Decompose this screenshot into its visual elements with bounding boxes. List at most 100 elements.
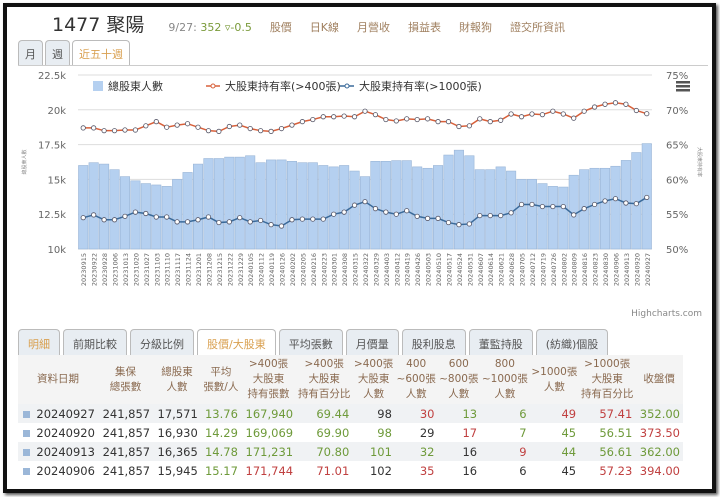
- bar-20231229[interactable]: [234, 156, 245, 250]
- point-20230915[interactable]: [80, 215, 86, 221]
- bar-20231006[interactable]: [109, 169, 120, 250]
- bar-20240524[interactable]: [453, 149, 464, 250]
- detail-tab-0[interactable]: 明細: [18, 329, 60, 355]
- point-20240216[interactable]: [310, 216, 316, 222]
- point-20240503[interactable]: [425, 116, 431, 122]
- point-20231229[interactable]: [237, 215, 243, 221]
- point-20240705[interactable]: [518, 114, 525, 120]
- point-20240906[interactable]: [612, 100, 619, 106]
- detail-tab-6[interactable]: 股利股息: [401, 329, 466, 355]
- tab-fifty-weeks[interactable]: 近五十週: [72, 40, 130, 65]
- point-20240802[interactable]: [560, 111, 566, 117]
- point-20240329[interactable]: [372, 206, 379, 212]
- bar-20240419[interactable]: [401, 160, 412, 250]
- point-20231027[interactable]: [143, 123, 149, 129]
- point-20240419[interactable]: [404, 208, 410, 214]
- tab-week[interactable]: 週: [45, 40, 70, 65]
- bar-20240726[interactable]: [547, 186, 558, 250]
- point-20240315[interactable]: [351, 202, 358, 208]
- point-20240524[interactable]: [456, 222, 462, 228]
- point-20240301[interactable]: [331, 114, 337, 120]
- point-20240308[interactable]: [341, 209, 347, 215]
- point-20240816[interactable]: [581, 108, 587, 114]
- point-20231006[interactable]: [111, 128, 118, 134]
- bar-20240607[interactable]: [474, 169, 485, 250]
- point-20240403[interactable]: [383, 209, 389, 215]
- point-20240119[interactable]: [268, 128, 274, 134]
- bar-20240202[interactable]: [286, 161, 297, 250]
- point-20240628[interactable]: [508, 210, 514, 216]
- bar-20240119[interactable]: [266, 159, 277, 250]
- bar-20240823[interactable]: [589, 167, 600, 250]
- point-20230915[interactable]: [80, 125, 86, 131]
- link-daily-k[interactable]: 日K線: [309, 21, 340, 34]
- point-20231222[interactable]: [226, 219, 232, 225]
- bar-20240712[interactable]: [526, 179, 538, 250]
- bar-20240705[interactable]: [516, 179, 527, 250]
- bar-20240621[interactable]: [495, 166, 506, 250]
- point-20240223[interactable]: [320, 216, 326, 222]
- point-20240830[interactable]: [602, 101, 608, 107]
- point-20231201[interactable]: [195, 217, 201, 223]
- point-20240531[interactable]: [466, 221, 472, 227]
- point-20240628[interactable]: [508, 111, 514, 117]
- bar-20230922[interactable]: [88, 162, 99, 250]
- point-20240301[interactable]: [331, 211, 337, 217]
- point-20240202[interactable]: [289, 122, 295, 128]
- legend-item[interactable]: 大股東持有率(>400張): [225, 79, 341, 93]
- bar-20240503[interactable]: [422, 167, 433, 250]
- detail-tab-8[interactable]: (紡織)個股: [535, 329, 609, 355]
- point-20240517[interactable]: [445, 219, 452, 226]
- point-20231103[interactable]: [153, 119, 159, 125]
- bar-20240216[interactable]: [307, 162, 318, 250]
- point-20240112[interactable]: [258, 217, 264, 224]
- point-20240205[interactable]: [299, 216, 305, 222]
- point-20231215[interactable]: [216, 219, 222, 226]
- tab-month[interactable]: 月: [18, 40, 43, 65]
- point-20231020[interactable]: [132, 209, 139, 215]
- menu-icon[interactable]: [676, 85, 690, 88]
- bar-20240614[interactable]: [485, 169, 496, 250]
- bar-20231215[interactable]: [213, 158, 224, 250]
- point-20240503[interactable]: [425, 215, 431, 221]
- point-20240119[interactable]: [268, 222, 274, 228]
- point-20240322[interactable]: [362, 199, 368, 205]
- point-20240105[interactable]: [247, 219, 253, 225]
- point-20240205[interactable]: [299, 119, 305, 125]
- bar-20240223[interactable]: [318, 165, 329, 250]
- bar-20240426[interactable]: [412, 166, 423, 250]
- point-20240802[interactable]: [560, 203, 566, 210]
- bar-20240308[interactable]: [339, 165, 350, 250]
- bar-20240112[interactable]: [255, 162, 266, 250]
- bar-20240329[interactable]: [370, 161, 381, 250]
- bar-20230928[interactable]: [99, 163, 110, 250]
- point-20240202[interactable]: [289, 217, 295, 223]
- bar-20231222[interactable]: [224, 156, 235, 250]
- point-20240531[interactable]: [466, 123, 472, 129]
- point-20240510[interactable]: [435, 215, 441, 221]
- point-20240913[interactable]: [623, 101, 629, 107]
- point-20240510[interactable]: [435, 119, 441, 125]
- point-20240712[interactable]: [529, 111, 535, 117]
- point-20240712[interactable]: [529, 201, 535, 208]
- menu-icon[interactable]: [676, 81, 690, 84]
- bar-20240510[interactable]: [433, 165, 444, 250]
- point-20240607[interactable]: [477, 212, 483, 219]
- point-20240621[interactable]: [498, 212, 504, 219]
- point-20240412[interactable]: [393, 118, 399, 124]
- point-20240223[interactable]: [320, 114, 326, 120]
- point-20240614[interactable]: [487, 119, 493, 125]
- legend-item[interactable]: 總股東人數: [108, 79, 163, 93]
- bar-20231013[interactable]: [119, 176, 130, 250]
- point-20240315[interactable]: [351, 114, 358, 120]
- detail-tab-7[interactable]: 董監持股: [468, 329, 533, 355]
- menu-icon[interactable]: [676, 89, 690, 92]
- point-20240823[interactable]: [591, 104, 598, 110]
- point-20231208[interactable]: [205, 214, 212, 220]
- point-20240524[interactable]: [456, 123, 462, 130]
- point-20231103[interactable]: [153, 214, 159, 220]
- legend-item[interactable]: 大股東持有率(>1000張): [359, 79, 482, 93]
- point-20240322[interactable]: [362, 108, 368, 114]
- bar-20240802[interactable]: [558, 186, 569, 250]
- detail-tab-1[interactable]: 前期比較: [63, 329, 127, 355]
